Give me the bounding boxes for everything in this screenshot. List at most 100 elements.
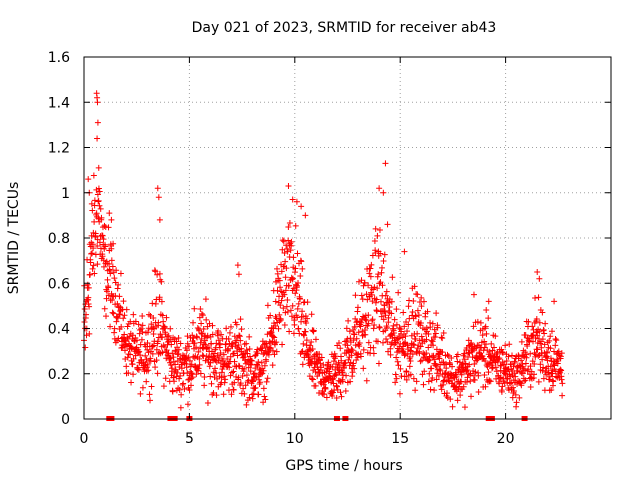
data-point xyxy=(423,336,430,343)
data-point xyxy=(351,323,358,330)
data-point xyxy=(419,371,426,378)
data-point xyxy=(99,232,106,239)
data-point xyxy=(218,374,225,381)
data-points xyxy=(81,90,566,421)
data-point xyxy=(368,261,375,268)
data-point xyxy=(199,352,206,359)
data-point xyxy=(377,298,384,305)
data-point xyxy=(545,369,552,376)
data-point xyxy=(191,305,198,312)
data-point xyxy=(233,321,240,328)
data-point xyxy=(519,370,526,377)
data-point xyxy=(454,351,461,358)
data-point xyxy=(417,320,424,326)
data-point xyxy=(89,250,96,257)
data-point xyxy=(206,363,213,370)
data-point xyxy=(194,324,201,331)
data-point xyxy=(358,319,365,326)
data-point xyxy=(360,365,367,372)
data-point xyxy=(393,306,400,313)
data-point xyxy=(252,384,259,391)
data-point xyxy=(209,322,216,329)
data-point xyxy=(115,281,122,288)
data-point xyxy=(539,309,546,316)
data-point xyxy=(264,375,271,382)
data-point xyxy=(94,135,101,142)
data-point xyxy=(111,325,118,332)
data-point xyxy=(308,311,315,318)
data-point xyxy=(149,343,156,350)
data-point xyxy=(410,341,417,348)
y-tick-label: 0.6 xyxy=(48,276,70,292)
data-point xyxy=(557,366,564,373)
data-point xyxy=(321,391,328,398)
data-point xyxy=(463,379,470,386)
data-point xyxy=(373,296,380,303)
data-point xyxy=(132,318,139,325)
data-point xyxy=(482,358,489,365)
data-point xyxy=(243,347,250,354)
data-point xyxy=(501,361,508,368)
data-point xyxy=(351,331,358,338)
data-point xyxy=(159,334,166,341)
data-point xyxy=(160,383,167,390)
data-point xyxy=(107,270,114,277)
data-point xyxy=(348,352,355,359)
data-point xyxy=(538,344,545,351)
data-point xyxy=(144,329,151,336)
data-point xyxy=(210,390,217,397)
data-point xyxy=(312,368,319,375)
data-point xyxy=(291,321,298,328)
data-point xyxy=(489,347,496,354)
data-point xyxy=(354,354,361,361)
data-point xyxy=(87,271,94,278)
data-point xyxy=(150,342,157,349)
data-point xyxy=(274,270,281,277)
data-point xyxy=(281,321,288,328)
data-point xyxy=(551,298,558,305)
data-point xyxy=(394,336,401,343)
data-point xyxy=(285,282,292,289)
data-point xyxy=(542,354,549,361)
data-point xyxy=(539,336,546,343)
data-point xyxy=(325,359,332,366)
data-point xyxy=(101,305,108,312)
data-point xyxy=(436,366,443,373)
data-point xyxy=(163,347,170,354)
data-point xyxy=(402,333,409,340)
data-point xyxy=(108,257,115,264)
data-point xyxy=(223,325,230,332)
data-point xyxy=(85,294,92,301)
data-point xyxy=(395,335,402,342)
data-point xyxy=(438,386,445,393)
data-point xyxy=(513,403,520,410)
data-point xyxy=(372,225,379,232)
data-point xyxy=(485,315,492,322)
data-point xyxy=(278,297,285,304)
data-point xyxy=(294,250,301,257)
data-point xyxy=(503,357,510,364)
tick-labels: 0 0.2 0.4 0.6 0.8 1 1.2 1.4 1.6 0 5 10 15 20 xyxy=(48,50,515,447)
data-point xyxy=(193,333,200,340)
x-tick-label: 10 xyxy=(286,431,304,447)
data-point xyxy=(295,280,302,287)
data-point xyxy=(381,251,388,258)
data-point xyxy=(350,360,357,367)
data-point xyxy=(407,347,414,354)
data-point xyxy=(156,270,163,277)
data-point xyxy=(126,333,133,340)
data-point xyxy=(266,346,273,353)
data-point xyxy=(472,368,479,375)
data-point xyxy=(158,278,165,285)
data-point xyxy=(542,320,549,327)
data-point xyxy=(188,370,195,377)
data-point xyxy=(94,261,101,268)
data-point xyxy=(227,372,234,379)
data-point xyxy=(496,375,503,382)
data-point xyxy=(405,321,412,328)
data-point xyxy=(159,312,166,319)
data-point xyxy=(220,391,227,398)
data-point xyxy=(95,197,102,204)
data-point xyxy=(175,334,182,341)
data-point xyxy=(177,404,184,411)
